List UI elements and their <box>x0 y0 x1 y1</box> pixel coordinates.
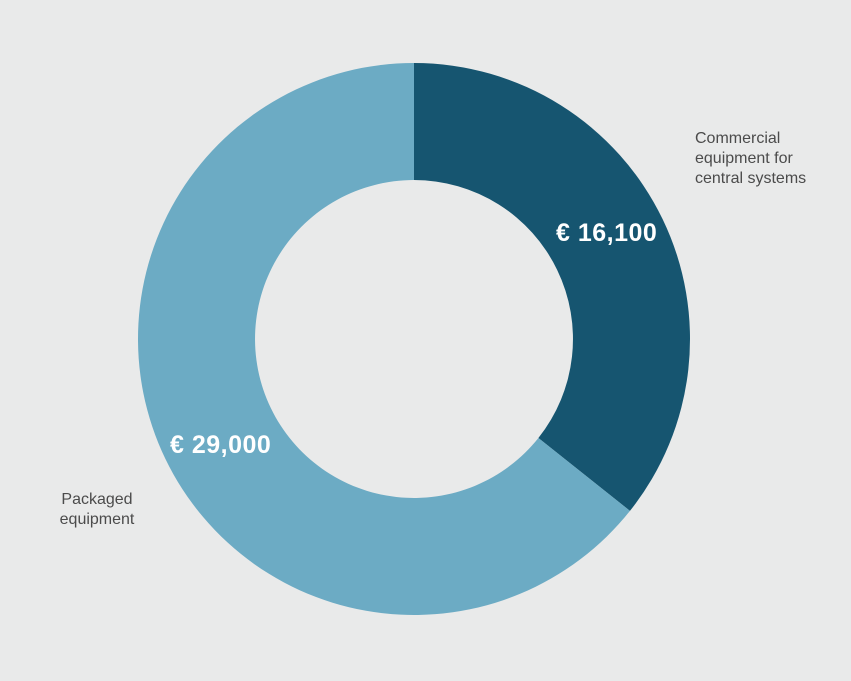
value-label-packaged-equipment: € 29,000 <box>170 431 272 459</box>
value-label-commercial-equipment: € 16,100 <box>556 219 658 247</box>
donut-segment-0 <box>414 63 690 511</box>
segment-label-commercial-equipment: Commercial equipment for central systems <box>695 130 807 187</box>
donut-segment-1 <box>137 63 630 616</box>
segment-label-packaged-equipment: Packaged equipment <box>59 491 135 528</box>
